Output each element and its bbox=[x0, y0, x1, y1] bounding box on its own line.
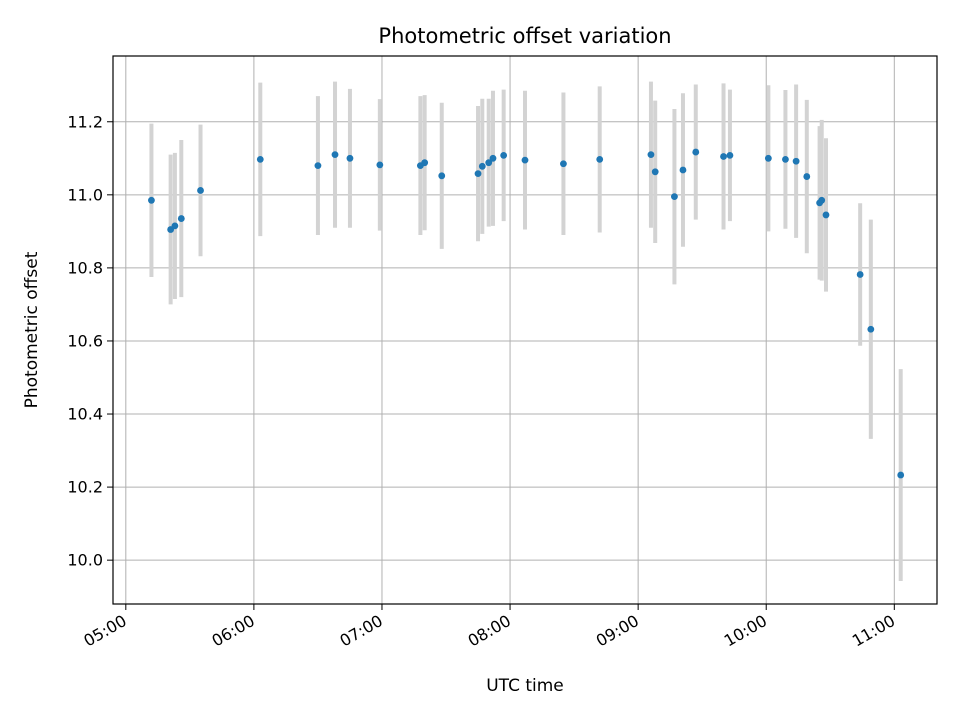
data-point bbox=[331, 151, 339, 159]
data-point bbox=[489, 154, 497, 162]
data-point bbox=[500, 151, 508, 159]
data-point bbox=[671, 193, 678, 201]
data-point bbox=[177, 215, 185, 222]
data-point bbox=[818, 196, 826, 204]
y-axis-label: Photometric offset bbox=[22, 251, 42, 408]
y-tick-label: 10.8 bbox=[67, 258, 103, 277]
data-point bbox=[651, 168, 659, 176]
data-point bbox=[346, 154, 354, 162]
data-point bbox=[764, 154, 772, 162]
data-point bbox=[822, 211, 830, 219]
data-point bbox=[560, 160, 567, 168]
data-point bbox=[596, 155, 604, 163]
chart-title: Photometric offset variation bbox=[378, 24, 671, 48]
data-point bbox=[867, 325, 875, 333]
plot-frame bbox=[112, 55, 938, 605]
data-point bbox=[792, 157, 800, 165]
data-point bbox=[171, 222, 179, 230]
data-point bbox=[376, 161, 384, 169]
data-point bbox=[314, 162, 322, 170]
data-point bbox=[897, 471, 905, 479]
y-tick-label: 10.6 bbox=[67, 331, 103, 350]
y-tick-label: 11.2 bbox=[67, 112, 103, 131]
data-point bbox=[474, 170, 482, 178]
y-tick-label: 11.0 bbox=[67, 185, 103, 204]
data-point bbox=[856, 271, 864, 278]
data-point bbox=[692, 148, 700, 156]
data-point bbox=[720, 153, 727, 160]
data-point bbox=[148, 196, 155, 204]
data-point bbox=[521, 156, 529, 164]
data-point bbox=[726, 151, 734, 159]
data-point bbox=[485, 159, 493, 167]
y-tick-label: 10.2 bbox=[67, 478, 103, 497]
data-point bbox=[803, 173, 811, 180]
data-point bbox=[438, 172, 446, 180]
data-point bbox=[197, 187, 204, 194]
y-tick-label: 10.4 bbox=[67, 405, 103, 424]
data-point bbox=[256, 155, 264, 163]
data-point bbox=[478, 162, 486, 170]
data-point bbox=[782, 155, 789, 163]
data-points bbox=[148, 148, 905, 479]
data-point bbox=[421, 159, 429, 167]
data-point bbox=[647, 151, 655, 159]
data-point bbox=[679, 166, 687, 174]
x-axis-label: UTC time bbox=[486, 676, 564, 696]
y-tick-label: 10.0 bbox=[67, 551, 103, 570]
